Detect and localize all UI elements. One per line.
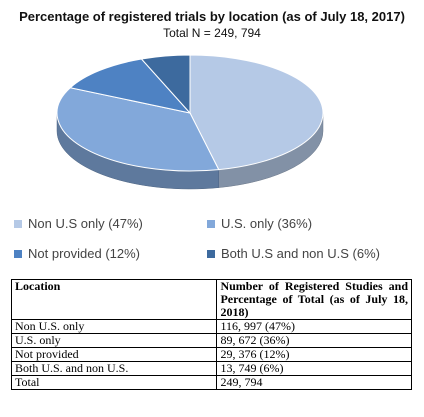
pie-slice-0 xyxy=(189,54,324,171)
chart-legend: Non U.S only (47%) U.S. only (36%) Not p… xyxy=(0,210,424,265)
legend-label: Both U.S and non U.S (6%) xyxy=(221,246,380,261)
pie-slice-1 xyxy=(56,87,220,172)
legend-item-not-provided: Not provided (12%) xyxy=(14,246,140,261)
legend-swatch xyxy=(207,219,215,228)
table-cell: 89, 672 (36%) xyxy=(216,333,412,348)
data-table: Location Number of Registered Studies an… xyxy=(10,279,412,390)
table-row: U.S. only 89, 672 (36%) xyxy=(10,333,412,348)
legend-label: Not provided (12%) xyxy=(28,246,140,261)
legend-item-non-us-only: Non U.S only (47%) xyxy=(14,216,143,231)
table-row: Non U.S. only 116, 997 (47%) xyxy=(10,319,412,334)
legend-item-us-only: U.S. only (36%) xyxy=(207,216,312,231)
table-row: Both U.S. and non U.S. 13, 749 (6%) xyxy=(10,361,412,376)
legend-swatch xyxy=(14,249,22,258)
table-cell: 249, 794 xyxy=(216,375,412,390)
table-header-number: Number of Registered Studies and Percent… xyxy=(216,279,412,320)
table-cell: 116, 997 (47%) xyxy=(216,319,412,334)
legend-swatch xyxy=(14,219,22,228)
legend-item-both: Both U.S and non U.S (6%) xyxy=(207,246,380,261)
pie-slice-2 xyxy=(69,58,192,114)
table-header-row: Location Number of Registered Studies an… xyxy=(10,279,412,320)
table-cell: 29, 376 (12%) xyxy=(216,347,412,362)
table-cell: Total xyxy=(10,375,218,390)
table-cell: Non U.S. only xyxy=(10,319,218,334)
pie-chart xyxy=(56,54,324,190)
chart-title: Percentage of registered trials by locat… xyxy=(19,9,405,24)
chart-subtitle: Total N = 249, 794 xyxy=(163,26,261,40)
table-cell: U.S. only xyxy=(10,333,218,348)
table-header-location: Location xyxy=(10,279,218,320)
table-row: Not provided 29, 376 (12%) xyxy=(10,347,412,362)
table-cell: Both U.S. and non U.S. xyxy=(10,361,218,376)
table-cell: Not provided xyxy=(10,347,218,362)
legend-swatch xyxy=(207,249,215,258)
legend-label: U.S. only (36%) xyxy=(221,216,313,231)
table-row: Total 249, 794 xyxy=(10,375,412,390)
legend-label: Non U.S only (47%) xyxy=(28,216,143,231)
table-cell: 13, 749 (6%) xyxy=(216,361,412,376)
pie-slice-3 xyxy=(140,54,191,115)
